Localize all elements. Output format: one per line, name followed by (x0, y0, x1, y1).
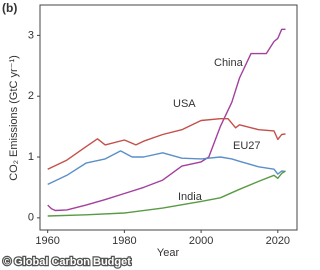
chart: (b) CO₂ Emissions (GtC yr⁻¹) Year China … (2, 1, 298, 269)
footer: © Global Carbon Budget (3, 256, 131, 268)
panel-label: (b) (2, 1, 17, 15)
y-axis-label: CO₂ Emissions (GtC yr⁻¹) (8, 55, 20, 181)
series-label: China (214, 57, 244, 69)
series-line (47, 28, 286, 212)
plot-frame (39, 4, 298, 231)
series-line (47, 118, 286, 170)
series-label: EU27 (233, 140, 261, 152)
y-tick-label: 3 (28, 29, 34, 41)
x-tick-label: 2020 (266, 235, 290, 247)
series-line (47, 170, 286, 217)
series-line (47, 150, 286, 186)
x-tick-label: 2000 (189, 235, 213, 247)
series-label: India (178, 191, 203, 203)
x-tick-label: 1960 (35, 235, 59, 247)
y-tick-label: 2 (28, 90, 34, 102)
x-tick-label: 1980 (112, 235, 136, 247)
y-tick-label: 1 (28, 151, 34, 163)
y-tick-label: 0 (28, 212, 34, 224)
series-label: USA (173, 98, 196, 110)
x-axis-label: Year (157, 247, 180, 259)
